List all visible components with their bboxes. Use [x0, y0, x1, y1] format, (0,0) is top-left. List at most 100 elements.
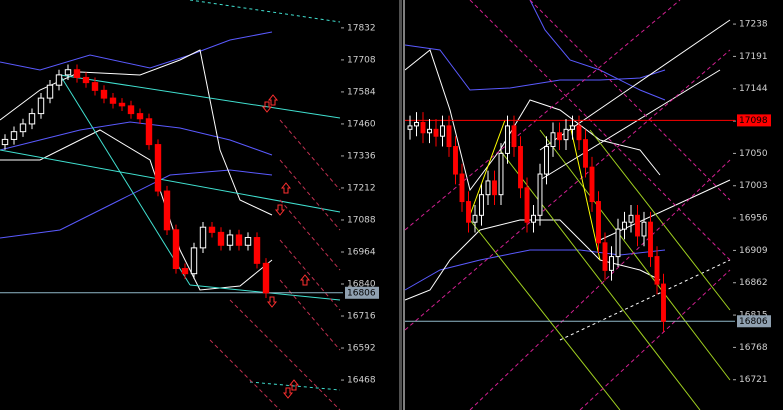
candle-body — [136, 113, 144, 120]
y-tick-label: 17460 — [347, 119, 376, 129]
candle-body — [641, 221, 647, 237]
marks: 16468 16592 16716 16840 16964 17088 17212 17336… — [0, 20, 771, 386]
candle-body — [635, 214, 640, 237]
y-tick-label: 16909 — [739, 246, 768, 256]
candle-body — [628, 214, 634, 223]
candle-body — [615, 228, 621, 258]
candle-body — [505, 125, 510, 154]
candle-body — [46, 84, 54, 99]
y-tick-label: 17708 — [347, 55, 376, 65]
panel-divider — [403, 0, 405, 410]
price-label: 16806 — [347, 288, 376, 298]
candle-body — [524, 187, 530, 223]
candle-body — [127, 105, 135, 115]
candle-body — [64, 69, 72, 76]
price-label-box — [345, 286, 379, 299]
candle-body — [589, 166, 595, 203]
candle-body — [544, 146, 549, 175]
y-tick-label: 17050 — [739, 149, 768, 159]
candle-body — [1, 138, 9, 146]
y-tick-label: 16862 — [739, 278, 768, 288]
candle-body — [420, 121, 426, 134]
candle-body — [648, 221, 653, 258]
candle-body — [492, 180, 497, 196]
candle-body — [446, 125, 452, 148]
candle-body — [262, 262, 270, 294]
price-label-box — [737, 114, 771, 127]
candle-body — [163, 190, 171, 231]
y-tick-label: 16768 — [739, 343, 768, 353]
candle-body — [154, 144, 162, 192]
candle-body — [427, 128, 432, 134]
y-tick-label: 16956 — [739, 214, 768, 224]
candle-body — [453, 146, 458, 175]
y-tick-label: 17144 — [739, 84, 768, 94]
candle-body — [28, 113, 36, 125]
candle-body — [531, 214, 536, 223]
candle-body — [217, 231, 225, 246]
candle-body — [466, 201, 471, 223]
y-tick-label: 17832 — [347, 23, 376, 33]
candle-body — [82, 76, 90, 84]
candle-body — [537, 173, 543, 216]
candle-body — [109, 97, 117, 104]
candle-body — [661, 283, 666, 322]
candle-body — [253, 237, 261, 264]
y-tick-label: 17003 — [739, 181, 768, 191]
candle-body — [190, 247, 198, 275]
y-tick-label: 17191 — [739, 52, 768, 62]
overlays — [0, 0, 731, 410]
candle-body — [10, 131, 18, 140]
candle-body — [563, 128, 569, 141]
y-tick-label: 17212 — [347, 183, 376, 193]
candle-body — [73, 69, 81, 78]
candle-body — [485, 180, 491, 196]
y-tick-label: 16840 — [347, 280, 376, 290]
candle-body — [609, 256, 614, 271]
candle-body — [440, 125, 445, 137]
candle-body — [550, 132, 556, 148]
candle-body — [557, 132, 562, 141]
candle-body — [479, 194, 484, 216]
candle-body — [199, 226, 207, 249]
candle-body — [37, 97, 45, 115]
candle-body — [570, 125, 575, 130]
candle-body — [583, 139, 588, 168]
y-tick-label: 16721 — [739, 375, 768, 385]
price-label: 16806 — [739, 317, 768, 327]
price-label-box — [737, 315, 771, 328]
candle-body — [55, 74, 63, 86]
y-tick-label: 17088 — [347, 215, 376, 225]
candle-body — [91, 82, 99, 91]
candle-body — [433, 128, 439, 137]
candle-body — [511, 125, 517, 148]
candle-body — [472, 214, 478, 223]
candle-body — [19, 123, 27, 133]
candle-body — [407, 125, 413, 130]
y-tick-label: 16468 — [347, 376, 376, 386]
y-tick-label: 16592 — [347, 344, 376, 354]
y-tick-label: 17238 — [739, 20, 768, 30]
candle-body — [654, 256, 660, 285]
candle-body — [518, 146, 523, 189]
candle-body — [622, 221, 627, 230]
candle-body — [145, 118, 153, 146]
candle-body — [100, 89, 108, 99]
panel-divider — [399, 0, 402, 410]
candle-body — [172, 229, 180, 270]
price-label: 17098 — [739, 116, 768, 126]
candle-body — [118, 102, 126, 107]
candle-body — [596, 201, 601, 244]
candle-body — [226, 234, 234, 246]
candle-body — [208, 226, 216, 233]
y-tick-label: 17584 — [347, 87, 376, 97]
candle-body — [181, 268, 189, 275]
candle-body — [244, 237, 252, 246]
candle-body — [459, 173, 465, 203]
candle-body — [414, 121, 419, 127]
candle-body — [576, 125, 582, 141]
y-tick-label: 16716 — [347, 312, 376, 322]
y-tick-label: 16964 — [347, 247, 376, 257]
